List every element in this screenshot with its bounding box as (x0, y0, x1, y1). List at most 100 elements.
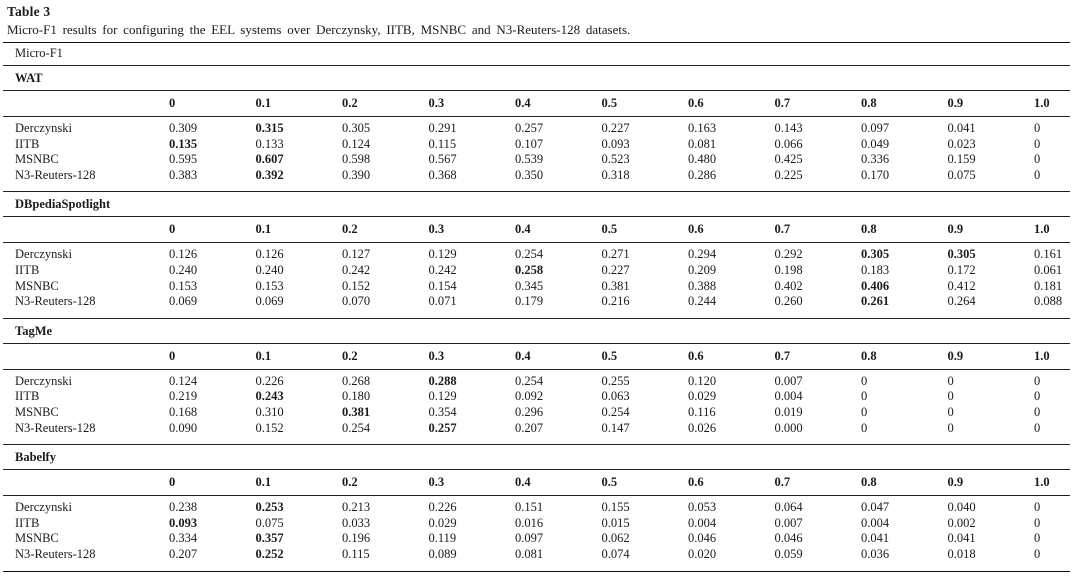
cell-value: 0 (861, 373, 868, 388)
cell-value: 0 (861, 389, 868, 404)
cell-value: 0.598 (342, 152, 371, 167)
cell-value: 0.345 (515, 278, 544, 293)
cell-value: 0.242 (342, 262, 371, 277)
cell-value: 0.271 (601, 247, 630, 262)
column-header: 0.9 (947, 222, 964, 237)
column-header: 0 (169, 475, 176, 490)
column-header: 0.1 (255, 475, 272, 490)
column-header: 0.9 (947, 348, 964, 363)
table-row: N3-Reuters-128 0.090 0.152 0.254 0.257 0.207 0… (3, 421, 1070, 437)
cell-value: 0.258 (515, 262, 544, 277)
cell-value: 0.381 (601, 278, 630, 293)
cell-value: 0.000 (774, 420, 803, 435)
cell-value: 0.004 (774, 389, 803, 404)
cell-value: 0 (1034, 420, 1041, 435)
cell-value: 0.097 (515, 531, 544, 546)
cell-value: 0.143 (774, 121, 803, 135)
cell-value: 0.015 (601, 515, 630, 530)
column-header: 0 (169, 222, 176, 237)
section-data-block: Derczynski 0.309 0.315 0.305 0.291 0.257 0.227… (3, 117, 1070, 193)
column-header-spacer (3, 96, 169, 111)
column-header: 1.0 (1034, 348, 1050, 363)
cell-value: 0.159 (947, 152, 976, 167)
cell-value: 0.315 (255, 121, 284, 135)
column-header: 0.5 (601, 475, 618, 490)
cell-value: 0.381 (342, 404, 371, 419)
cell-value: 0.268 (342, 373, 371, 388)
cell-value: 0.523 (601, 152, 630, 167)
cell-value: 0.089 (428, 546, 457, 561)
table-row: IITB 0.219 0.243 0.180 0.129 0.092 0.063 0.029 0… (3, 389, 1070, 405)
cell-value: 0.093 (601, 136, 630, 151)
table-row: Derczynski 0.309 0.315 0.305 0.291 0.257 0.227… (3, 121, 1070, 137)
cell-value: 0.004 (861, 515, 890, 530)
cell-value: 0.152 (255, 420, 284, 435)
cell-value: 0.059 (774, 546, 803, 561)
cell-value: 0.069 (255, 294, 284, 309)
cell-value: 0.075 (255, 515, 284, 530)
column-header: 0.4 (515, 222, 531, 237)
cell-value: 0.063 (601, 389, 630, 404)
column-header-spacer (3, 222, 169, 237)
column-header: 1.0 (1034, 96, 1050, 110)
cell-value: 0.305 (861, 247, 890, 262)
cell-value: 0.047 (861, 500, 890, 515)
cell-value: 0 (947, 373, 954, 388)
dataset-label: Derczynski (15, 500, 72, 515)
cell-value: 0.334 (169, 531, 198, 546)
cell-value: 0 (1034, 121, 1041, 135)
dataset-label: MSNBC (15, 152, 59, 167)
column-header-row: 0 0.1 0.2 0.3 0.4 0.5 0.6 0.7 0.8 0.9 1.0 (3, 217, 1070, 244)
cell-value: 0.242 (428, 262, 457, 277)
section-data-block: Derczynski 0.238 0.253 0.213 0.226 0.151 0.155… (3, 496, 1070, 572)
cell-value: 0 (947, 404, 954, 419)
table-row: MSNBC 0.168 0.310 0.381 0.354 0.296 0.254 0.116… (3, 405, 1070, 421)
cell-value: 0.219 (169, 389, 198, 404)
cell-value: 0.255 (601, 373, 630, 388)
section-title: Babelfy (3, 445, 1070, 471)
cell-value: 0.075 (947, 167, 976, 182)
column-header: 0.6 (688, 96, 704, 110)
cell-value: 0.305 (342, 121, 371, 135)
column-header: 0.7 (774, 348, 791, 363)
cell-value: 0.053 (688, 500, 717, 515)
table-caption: Micro-F1 results for configuring the EEL… (7, 22, 631, 37)
cell-value: 0.002 (947, 515, 976, 530)
column-header: 0.3 (428, 475, 445, 490)
cell-value: 0.069 (169, 294, 198, 309)
dataset-label: MSNBC (15, 278, 59, 293)
cell-value: 0 (1034, 500, 1041, 515)
column-header: 1.0 (1034, 475, 1050, 490)
column-header: 0.7 (774, 222, 791, 237)
cell-value: 0.292 (774, 247, 803, 262)
cell-value: 0.383 (169, 167, 198, 182)
cell-value: 0.261 (861, 294, 890, 309)
cell-value: 0.007 (774, 515, 803, 530)
dataset-label: Derczynski (15, 121, 72, 135)
cell-value: 0.207 (169, 546, 198, 561)
cell-value: 0 (1034, 515, 1041, 530)
dataset-label: Derczynski (15, 247, 72, 262)
cell-value: 0.046 (774, 531, 803, 546)
cell-value: 0.151 (515, 500, 544, 515)
cell-value: 0.254 (601, 404, 630, 419)
cell-value: 0.090 (169, 420, 198, 435)
cell-value: 0 (1034, 136, 1041, 151)
column-header: 0.3 (428, 348, 445, 363)
column-header: 0.7 (774, 475, 791, 490)
cell-value: 0.124 (342, 136, 371, 151)
column-header: 1.0 (1034, 222, 1050, 237)
paper-table-page: Table 3 Micro-F1 results for configuring… (3, 0, 1070, 572)
column-header: 0.3 (428, 96, 445, 110)
cell-value: 0.116 (688, 404, 716, 419)
cell-value: 0.152 (342, 278, 371, 293)
cell-value: 0.029 (428, 515, 457, 530)
cell-value: 0.135 (169, 136, 198, 151)
cell-value: 0.018 (947, 546, 976, 561)
cell-value: 0.354 (428, 404, 457, 419)
cell-value: 0.254 (515, 247, 544, 262)
cell-value: 0.198 (774, 262, 803, 277)
table-row: N3-Reuters-128 0.207 0.252 0.115 0.089 0.081 0… (3, 547, 1070, 563)
cell-value: 0 (1034, 531, 1041, 546)
cell-value: 0.036 (861, 546, 890, 561)
